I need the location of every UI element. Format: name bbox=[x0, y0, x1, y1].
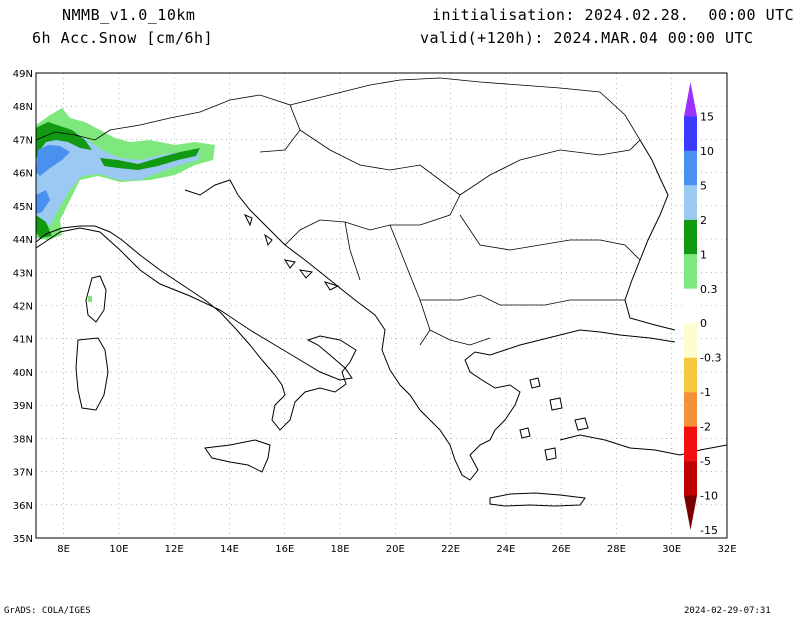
lon-tick-label: 22E bbox=[441, 544, 460, 555]
colorbar-label: -10 bbox=[700, 490, 718, 503]
lat-tick-label: 45N bbox=[13, 202, 33, 213]
lat-tick-label: 47N bbox=[13, 135, 33, 146]
italy-coast bbox=[35, 225, 357, 431]
lat-tick-label: 40N bbox=[13, 368, 33, 379]
colorbar-label: 10 bbox=[700, 145, 714, 158]
colorbar-label: -15 bbox=[700, 524, 718, 537]
lon-tick-label: 20E bbox=[386, 544, 405, 555]
lat-tick-label: 41N bbox=[13, 335, 33, 346]
valid-time: valid(+120h): 2024.MAR.04 00:00 UTC bbox=[420, 29, 754, 47]
lon-tick-label: 8E bbox=[57, 544, 70, 555]
crete bbox=[489, 492, 586, 507]
colorbar-label: 2 bbox=[700, 214, 707, 227]
colorbar-swatch bbox=[684, 185, 697, 220]
greece-coast bbox=[429, 329, 676, 481]
colorbar-swatch bbox=[684, 426, 697, 462]
border-balkans bbox=[389, 224, 625, 346]
snow-corsica-patch bbox=[88, 296, 92, 302]
lon-tick-labels: 8E 10E 12E 14E 16E 18E 20E 22E 24E 26E 28E 30E 32E bbox=[57, 544, 736, 555]
border-bosnia bbox=[284, 219, 391, 281]
model-title: NMMB_v1.0_10km bbox=[62, 6, 196, 24]
colorbar-label: 0.3 bbox=[700, 283, 718, 296]
snow-dark-green bbox=[36, 122, 200, 238]
border-romania bbox=[459, 139, 641, 261]
snow-mid-blue bbox=[36, 145, 70, 214]
lat-tick-label: 39N bbox=[13, 401, 33, 412]
adriatic-east-coast bbox=[184, 179, 431, 421]
country-borders bbox=[35, 77, 641, 346]
lat-tick-label: 49N bbox=[13, 69, 33, 80]
coastlines bbox=[35, 139, 728, 507]
snow-light-blue bbox=[36, 128, 200, 230]
border-ukraine-poland bbox=[289, 77, 641, 141]
sicily bbox=[204, 439, 271, 473]
border-switzerland bbox=[35, 129, 111, 141]
lat-tick-label: 35N bbox=[13, 534, 33, 545]
lat-tick-label: 46N bbox=[13, 169, 33, 180]
aegean-islands bbox=[519, 377, 589, 461]
lat-tick-labels: 35N 36N 37N 38N 39N 40N 41N 42N 43N 44N 45N 46N 47N 4… bbox=[13, 69, 33, 545]
lon-tick-label: 26E bbox=[552, 544, 571, 555]
colorbar-swatch bbox=[684, 288, 697, 324]
lat-tick-label: 44N bbox=[13, 235, 33, 246]
colorbar: 15 10 5 2 1 0.3 0 -0.3 -1 -2 -5 -10 -15 bbox=[684, 82, 721, 537]
colorbar-label: -2 bbox=[700, 421, 711, 434]
colorbar-label: -5 bbox=[700, 455, 711, 468]
colorbar-label: 5 bbox=[700, 179, 707, 192]
lat-tick-label: 48N bbox=[13, 102, 33, 113]
lat-tick-label: 43N bbox=[13, 268, 33, 279]
footer-timestamp: 2024-02-29-07:31 bbox=[684, 606, 771, 616]
map-border bbox=[35, 72, 728, 539]
corsica bbox=[85, 275, 107, 323]
colorbar-label: -0.3 bbox=[700, 352, 721, 365]
lon-tick-label: 32E bbox=[717, 544, 736, 555]
colorbar-label: 1 bbox=[700, 248, 707, 261]
colorbar-swatch bbox=[684, 357, 697, 393]
lon-tick-label: 14E bbox=[220, 544, 239, 555]
lon-tick-label: 10E bbox=[109, 544, 128, 555]
colorbar-swatch bbox=[684, 219, 697, 255]
lon-tick-label: 18E bbox=[331, 544, 350, 555]
colorbar-swatch bbox=[684, 82, 697, 117]
lon-tick-label: 24E bbox=[496, 544, 515, 555]
lon-tick-label: 12E bbox=[165, 544, 184, 555]
lon-tick-label: 16E bbox=[275, 544, 294, 555]
variable-title: 6h Acc.Snow [cm/6h] bbox=[32, 29, 214, 47]
border-hungary bbox=[299, 129, 461, 226]
black-sea-coast bbox=[624, 139, 676, 331]
snow-field-layer bbox=[36, 108, 215, 302]
lon-tick-label: 30E bbox=[662, 544, 681, 555]
lat-tick-label: 42N bbox=[13, 302, 33, 313]
lat-tick-label: 38N bbox=[13, 434, 33, 445]
colorbar-label: 0 bbox=[700, 317, 707, 330]
footer-credit: GrADS: COLA/IGES bbox=[4, 606, 91, 616]
colorbar-swatch bbox=[684, 461, 697, 496]
colorbar-swatch bbox=[684, 495, 697, 530]
colorbar-swatch bbox=[684, 150, 697, 186]
colorbar-swatch bbox=[684, 392, 697, 427]
border-austria-north bbox=[109, 94, 301, 153]
init-time: initialisation: 2024.02.28. 00:00 UTC bbox=[432, 6, 795, 24]
colorbar-swatch bbox=[684, 254, 697, 289]
lon-tick-label: 28E bbox=[607, 544, 626, 555]
lat-tick-label: 36N bbox=[13, 501, 33, 512]
dalmatian-islands bbox=[243, 214, 340, 291]
lat-tick-label: 37N bbox=[13, 468, 33, 479]
colorbar-swatch bbox=[684, 116, 697, 151]
colorbar-label: -1 bbox=[700, 386, 711, 399]
colorbar-swatch bbox=[684, 323, 697, 358]
colorbar-label: 15 bbox=[700, 110, 714, 123]
sardinia bbox=[75, 337, 109, 411]
